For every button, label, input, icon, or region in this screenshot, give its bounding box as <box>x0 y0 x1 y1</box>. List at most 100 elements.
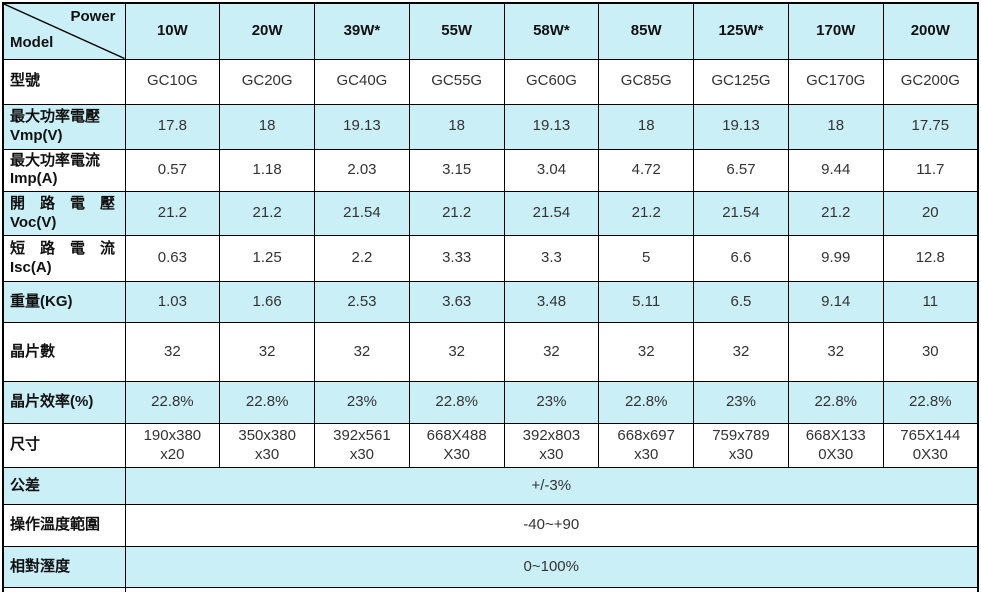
spec-value-cell: 190x380 x20 <box>124 423 221 468</box>
spec-value-cell: 22.8% <box>219 381 316 424</box>
row-label: 晶片效率(%) <box>2 381 126 424</box>
spec-value-cell: 392x561 x30 <box>314 423 410 468</box>
column-header-5: 58W* <box>503 2 600 60</box>
spec-value-cell: 350x380 x30 <box>219 423 316 468</box>
spec-value-cell: 3.33 <box>408 235 505 282</box>
spec-value-cell: 22.8% <box>787 381 884 424</box>
spec-value-cell: GC55G <box>408 58 505 105</box>
spec-value-cell: 21.2 <box>787 191 884 236</box>
spec-value-cell: 759x789 x30 <box>693 423 789 468</box>
spec-value-cell: 32 <box>219 322 316 382</box>
spec-value-cell: 18 <box>787 103 884 150</box>
spec-value-cell: 32 <box>598 322 695 382</box>
spec-row-0: 型號 GC10G GC20G GC40G GC55G GC60G GC85G GC125G GC… <box>2 58 979 105</box>
spec-value-cell: 4.72 <box>598 148 695 192</box>
spec-value-cell: 6.6 <box>693 235 789 282</box>
spec-value-cell: 9.44 <box>787 148 884 192</box>
spec-value-cell: 32 <box>693 322 789 382</box>
spec-value-cell: 19.13 <box>503 103 600 150</box>
spec-value-cell: 5 <box>598 235 695 282</box>
spec-value-cell: 765X144 0X30 <box>882 423 979 468</box>
column-header-4: 55W <box>408 2 505 60</box>
corner-cell: Power Model <box>2 2 126 60</box>
row-label: 相對溼度 <box>2 546 126 588</box>
spec-row-11: 相對溼度 0~100% <box>2 546 979 588</box>
spec-value-cell: GC20G <box>219 58 316 105</box>
merged-value-cell: -40~+90 <box>124 504 979 547</box>
spec-row-8: 尺寸 190x380 x20 350x380 x30 392x561 x30 668X4… <box>2 423 979 468</box>
column-header-7: 125W* <box>693 2 789 60</box>
spec-value-cell: 19.13 <box>693 103 789 150</box>
spec-value-cell: 3.04 <box>503 148 600 192</box>
row-label: 尺寸 <box>2 423 126 468</box>
spec-value-cell: 18 <box>219 103 316 150</box>
spec-value-cell: GC200G <box>882 58 979 105</box>
spec-row-4: 短 路 電 流 Isc(A) 0.63 1.25 2.2 3.33 3.3 5 6.6 9.99… <box>2 235 979 282</box>
row-label: 最大功率電壓 Vmp(V) <box>2 103 126 150</box>
partial-label-cell <box>2 587 126 592</box>
spec-value-cell: 21.2 <box>408 191 505 236</box>
merged-value-cell: +/-3% <box>124 467 979 505</box>
spec-value-cell: 1.66 <box>219 281 316 323</box>
spec-value-cell: 0.57 <box>124 148 221 192</box>
spec-value-cell: 1.18 <box>219 148 316 192</box>
row-label: 重量(KG) <box>2 281 126 323</box>
row-label: 操作溫度範圍 <box>2 504 126 547</box>
spec-value-cell: 6.5 <box>693 281 789 323</box>
spec-value-cell: 2.03 <box>314 148 410 192</box>
spec-value-cell: 9.14 <box>787 281 884 323</box>
row-label: 型號 <box>2 58 126 105</box>
corner-model-label: Model <box>10 33 54 51</box>
spec-value-cell: 23% <box>693 381 789 424</box>
spec-value-cell: 9.99 <box>787 235 884 282</box>
column-header-2: 20W <box>219 2 316 60</box>
row-label: 公差 <box>2 467 126 505</box>
partial-cutoff-row <box>2 587 979 592</box>
spec-value-cell: 23% <box>314 381 410 424</box>
spec-value-cell: 21.54 <box>503 191 600 236</box>
spec-value-cell: 12.8 <box>882 235 979 282</box>
spec-value-cell: 22.8% <box>408 381 505 424</box>
spec-value-cell: 5.11 <box>598 281 695 323</box>
spec-value-cell: 21.2 <box>219 191 316 236</box>
spec-value-cell: 3.63 <box>408 281 505 323</box>
spec-value-cell: 11 <box>882 281 979 323</box>
spec-row-5: 重量(KG) 1.03 1.66 2.53 3.63 3.48 5.11 6.5 9.14 11 <box>2 281 979 323</box>
column-header-8: 170W <box>787 2 884 60</box>
spec-row-10: 操作溫度範圍 -40~+90 <box>2 504 979 547</box>
spec-value-cell: 23% <box>503 381 600 424</box>
spec-value-cell: 3.3 <box>503 235 600 282</box>
spec-row-3: 開 路 電 壓 Voc(V) 21.2 21.2 21.54 21.2 21.54 21.2… <box>2 191 979 236</box>
spec-value-cell: GC170G <box>787 58 884 105</box>
spec-value-cell: 2.53 <box>314 281 410 323</box>
spec-value-cell: 21.2 <box>598 191 695 236</box>
spec-value-cell: 21.2 <box>124 191 221 236</box>
spec-value-cell: GC60G <box>503 58 600 105</box>
spec-value-cell: 17.8 <box>124 103 221 150</box>
spec-value-cell: 30 <box>882 322 979 382</box>
diagonal-divider <box>4 4 125 59</box>
row-label: 開 路 電 壓 Voc(V) <box>2 191 126 236</box>
spec-row-2: 最大功率電流 Imp(A) 0.57 1.18 2.03 3.15 3.04 4.72 6.5… <box>2 148 979 192</box>
spec-value-cell: 32 <box>124 322 221 382</box>
spec-value-cell: 22.8% <box>124 381 221 424</box>
spec-value-cell: 32 <box>314 322 410 382</box>
merged-value-cell: 0~100% <box>124 546 979 588</box>
row-label: 晶片數 <box>2 322 126 382</box>
spec-value-cell: 2.2 <box>314 235 410 282</box>
spec-value-cell: 3.15 <box>408 148 505 192</box>
spec-value-cell: GC85G <box>598 58 695 105</box>
spec-value-cell: 0.63 <box>124 235 221 282</box>
spec-value-cell: 18 <box>408 103 505 150</box>
spec-value-cell: 11.7 <box>882 148 979 192</box>
spec-value-cell: 32 <box>408 322 505 382</box>
partial-value-cell <box>124 587 979 592</box>
cutoff-row-body <box>2 587 979 592</box>
spec-value-cell: 22.8% <box>598 381 695 424</box>
spec-value-cell: 668x697 x30 <box>598 423 695 468</box>
corner-power-label: Power <box>70 8 116 25</box>
column-header-9: 200W <box>882 2 979 60</box>
header-row: Power Model 10W 20W 39W* 55W 58W* 85W 12… <box>2 2 979 60</box>
